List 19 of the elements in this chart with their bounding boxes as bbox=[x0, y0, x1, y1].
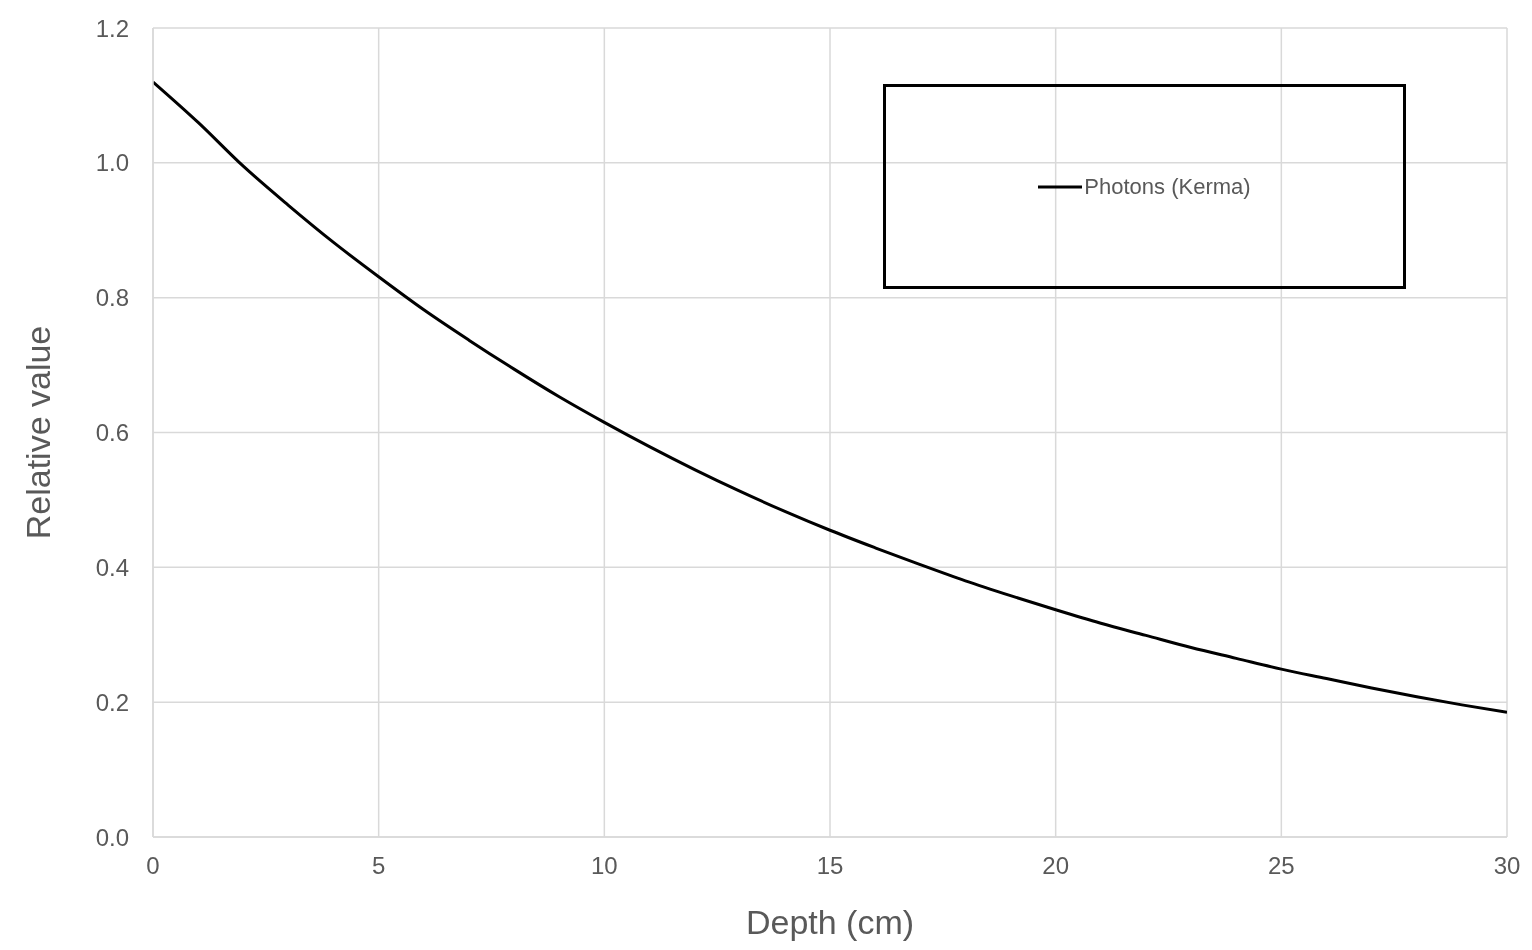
y-tick-label: 1.2 bbox=[95, 14, 129, 42]
x-tick-label: 15 bbox=[816, 852, 844, 880]
x-tick-label: 20 bbox=[1042, 852, 1070, 880]
line-series bbox=[153, 80, 1507, 714]
x-tick-label: 5 bbox=[371, 852, 386, 880]
y-axis-title: Relative value bbox=[19, 325, 58, 540]
x-tick-label: 30 bbox=[1493, 852, 1521, 880]
y-tick-label: 0.8 bbox=[95, 284, 129, 312]
x-tick-label: 10 bbox=[590, 852, 618, 880]
x-tick-label: 25 bbox=[1267, 852, 1295, 880]
x-tick-label: 0 bbox=[146, 852, 160, 880]
legend-label: Photons (Kerma) bbox=[1084, 173, 1251, 200]
y-tick-label: 0.6 bbox=[95, 419, 129, 447]
legend: Photons (Kerma) bbox=[883, 84, 1406, 289]
y-tick-label: 0.2 bbox=[95, 688, 129, 716]
y-tick-label: 0.4 bbox=[95, 553, 129, 581]
x-axis-title: Depth (cm) bbox=[745, 903, 915, 941]
y-tick-label: 0.0 bbox=[95, 823, 129, 851]
y-tick-label: 1.0 bbox=[95, 149, 129, 177]
